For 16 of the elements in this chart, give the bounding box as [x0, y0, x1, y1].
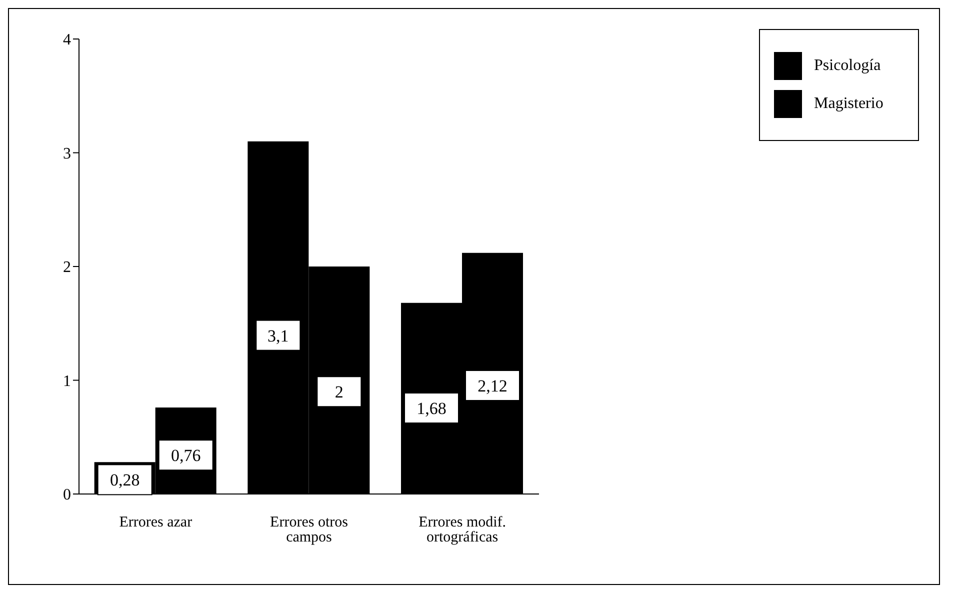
- legend-label: Psicología: [814, 57, 881, 75]
- y-tick-label: 4: [63, 32, 71, 49]
- data-label: 1,68: [416, 399, 446, 418]
- x-tick-label: Errores azar: [119, 514, 192, 531]
- data-label: 0,76: [170, 446, 201, 466]
- data-label: 2: [334, 382, 344, 402]
- legend-label: Magisterio: [814, 95, 884, 113]
- data-label: 2,12: [478, 376, 508, 396]
- y-tick-label: 3: [63, 145, 71, 162]
- data-label: 0,28: [110, 470, 140, 490]
- y-tick-label: 0: [63, 486, 71, 504]
- x-tick-label: Errores otros campos: [270, 514, 348, 546]
- x-tick-label: Errores modif. ortográficas: [418, 514, 506, 546]
- data-label: 3,1: [268, 326, 289, 346]
- y-tick-label: 1: [63, 372, 71, 390]
- y-tick-label: 2: [63, 259, 71, 276]
